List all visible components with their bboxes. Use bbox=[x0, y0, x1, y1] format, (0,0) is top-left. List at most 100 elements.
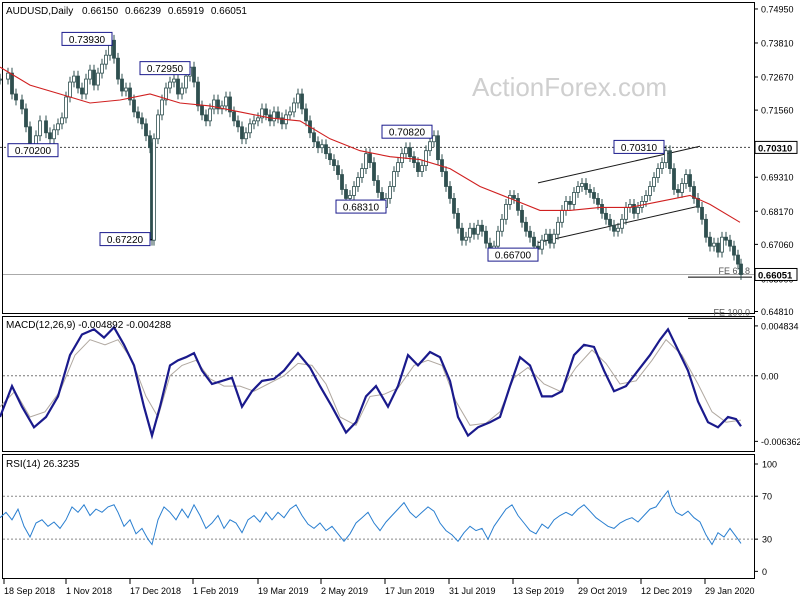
candle-body bbox=[472, 227, 476, 235]
x-tick-label: 12 Dec 2019 bbox=[641, 586, 692, 596]
candle-body bbox=[684, 174, 688, 184]
candle-body bbox=[524, 221, 528, 232]
candle-body bbox=[564, 201, 568, 211]
candle-body bbox=[24, 108, 28, 128]
annotation-box bbox=[381, 124, 433, 139]
candle-body bbox=[72, 75, 76, 83]
macd-panel: 0.004834 0.00 -0.006362 bbox=[0, 321, 800, 447]
candle-body bbox=[216, 99, 220, 110]
price-tick-label: 0.64810 bbox=[761, 307, 794, 317]
candle-body bbox=[404, 147, 408, 155]
candle-body bbox=[428, 141, 432, 152]
candle-body bbox=[304, 108, 308, 122]
candle-body bbox=[192, 66, 196, 83]
rsi-tick-label: 100 bbox=[762, 460, 777, 470]
candle-body bbox=[452, 198, 456, 214]
candle-body bbox=[124, 87, 128, 92]
candle-body bbox=[572, 192, 576, 205]
candle-body bbox=[648, 186, 652, 196]
candle-body bbox=[656, 168, 660, 178]
channel-line bbox=[537, 145, 701, 184]
candle-body bbox=[60, 117, 64, 125]
candle-body bbox=[496, 230, 500, 247]
x-tick-label: 29 Jan 2020 bbox=[705, 586, 755, 596]
candle-body bbox=[704, 218, 708, 238]
rsi-panel-frame bbox=[2, 454, 755, 579]
candle-body bbox=[120, 78, 124, 92]
x-tick-label: 1 Nov 2018 bbox=[66, 586, 112, 596]
candle-body bbox=[172, 78, 176, 83]
candle-body bbox=[636, 206, 640, 214]
candle-body bbox=[0, 78, 2, 81]
candle-body bbox=[148, 135, 152, 149]
annotation-label: 0.70310 bbox=[621, 143, 658, 154]
candle-body bbox=[560, 209, 564, 223]
annotation-label: 0.70820 bbox=[389, 128, 426, 139]
candle-body bbox=[356, 177, 360, 187]
candle-body bbox=[204, 114, 208, 122]
candle-body bbox=[372, 162, 376, 181]
candle-body bbox=[96, 72, 100, 86]
candle-body bbox=[236, 120, 240, 128]
candle-body bbox=[328, 153, 332, 161]
candle-body bbox=[652, 177, 656, 187]
candle-body bbox=[556, 221, 560, 235]
annotation-box bbox=[613, 139, 665, 154]
candle-body bbox=[680, 183, 684, 193]
candle-body bbox=[484, 230, 488, 244]
candle-body bbox=[420, 165, 424, 172]
annotation-box bbox=[61, 31, 113, 46]
annotation-label: 0.66700 bbox=[495, 251, 532, 262]
candle-body bbox=[592, 192, 596, 199]
candle-body bbox=[416, 162, 420, 172]
candle-body bbox=[132, 99, 136, 113]
candle-body bbox=[28, 126, 32, 146]
candle-body bbox=[184, 75, 188, 89]
candle-body bbox=[320, 144, 324, 149]
candle-body bbox=[144, 123, 148, 137]
candle-body bbox=[176, 78, 180, 95]
candle-body bbox=[688, 174, 692, 187]
candle-body bbox=[540, 239, 544, 250]
candle-body bbox=[168, 81, 172, 89]
x-tick-label: 13 Sep 2019 bbox=[513, 586, 564, 596]
candle-body bbox=[248, 123, 252, 134]
price-tick-label: 0.72670 bbox=[761, 72, 794, 82]
candle-body bbox=[64, 96, 68, 119]
candle-body bbox=[732, 245, 736, 256]
candle-body bbox=[612, 224, 616, 232]
candle-body bbox=[196, 81, 200, 107]
candle-body bbox=[276, 111, 280, 119]
close-value: 0.66051 bbox=[211, 6, 248, 17]
x-tick-label: 18 Sep 2018 bbox=[4, 586, 55, 596]
candle-body bbox=[340, 174, 344, 190]
candle-body bbox=[716, 242, 720, 253]
candle-body bbox=[408, 147, 412, 158]
price-tick-label: 0.68170 bbox=[761, 207, 794, 217]
candle-body bbox=[316, 141, 320, 149]
candle-body bbox=[552, 233, 556, 244]
candle-body bbox=[212, 99, 216, 110]
annotation-box bbox=[7, 143, 59, 158]
last-price-tag-box bbox=[754, 267, 798, 281]
annotation-label: 0.72950 bbox=[147, 64, 184, 75]
candle-body bbox=[528, 230, 532, 238]
candle-body bbox=[712, 242, 716, 247]
candle-body bbox=[140, 117, 144, 125]
macd-title: MACD(12,26,9) -0.004892 -0.004288 bbox=[6, 320, 172, 331]
candle-body bbox=[208, 108, 212, 122]
candle-body bbox=[576, 186, 580, 193]
level-tag-box bbox=[754, 140, 798, 154]
candle-body bbox=[6, 72, 10, 80]
candle-body bbox=[76, 75, 80, 89]
candle-body bbox=[160, 99, 164, 116]
candle-body bbox=[396, 162, 400, 172]
annotation-box bbox=[139, 61, 191, 76]
candle-body bbox=[708, 236, 712, 247]
candle-body bbox=[200, 105, 204, 116]
candle-body bbox=[616, 227, 620, 232]
candle-body bbox=[504, 203, 508, 220]
candle-body bbox=[476, 224, 480, 235]
candle-body bbox=[68, 81, 72, 98]
candle-body bbox=[604, 212, 608, 220]
